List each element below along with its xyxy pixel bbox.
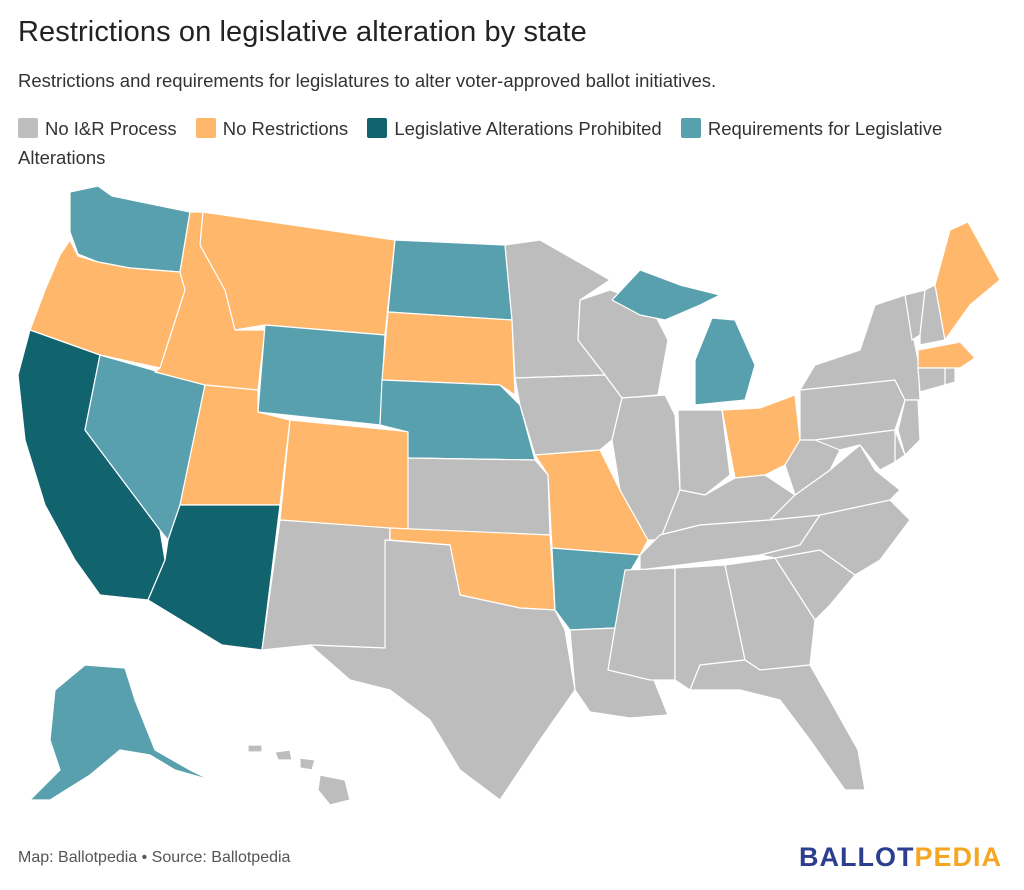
state-TX[interactable] [309,539,576,801]
ballotpedia-logo: BALLOTPEDIA [799,842,1002,873]
state-NJ[interactable] [897,399,921,456]
legend-item-prohibited: Legislative Alterations Prohibited [367,114,662,143]
state-MI[interactable] [611,269,756,406]
state-IN[interactable] [677,409,731,496]
state-KS[interactable] [407,457,551,536]
state-ME[interactable] [934,221,1001,341]
state-FL[interactable] [689,659,866,791]
chart-subtitle: Restrictions and requirements for legisl… [18,70,717,91]
us-map [0,170,1024,830]
source-note: Map: Ballotpedia • Source: Ballotpedia [18,849,291,866]
state-CO[interactable] [279,419,413,531]
state-AZ[interactable] [147,504,281,651]
legend-swatch-no-restrictions [195,118,216,138]
state-MD[interactable] [814,429,896,471]
legend-label-prohibited: Legislative Alterations Prohibited [394,118,662,139]
state-WY[interactable] [257,324,386,426]
chart-title: Restrictions on legislative alteration b… [18,16,587,48]
state-NC[interactable] [759,499,911,576]
legend-item-requirements: Requirements for Legislative Alterations [18,118,942,168]
legend-swatch-prohibited [367,118,388,138]
state-HI[interactable] [247,744,351,806]
logo-part-1: BALLOT [798,842,915,872]
logo-part-2: PEDIA [914,842,1002,872]
state-ND[interactable] [387,239,513,321]
legend-item-no-restrictions: No Restrictions [195,114,349,143]
legend-swatch-requirements [680,118,701,138]
state-NY[interactable] [799,294,921,401]
legend-label-requirements: Requirements for Legislative Alterations [18,118,943,168]
state-AK[interactable] [29,664,211,801]
legend: No I&R Process No Restrictions Legislati… [18,114,1008,172]
state-SD[interactable] [381,311,516,396]
state-MO[interactable] [534,449,649,556]
us-map-svg [17,185,1001,806]
state-NM[interactable] [261,519,391,651]
state-RI[interactable] [944,367,956,386]
legend-label-no-restrictions: No Restrictions [222,118,349,139]
legend-swatch-no-ir [18,118,38,138]
state-IA[interactable] [514,374,623,456]
legend-item-no-ir: No I&R Process [18,114,177,143]
state-MA[interactable] [917,341,976,369]
state-NH[interactable] [919,284,946,346]
state-CT[interactable] [917,367,946,393]
legend-label-no-ir: No I&R Process [45,118,177,139]
